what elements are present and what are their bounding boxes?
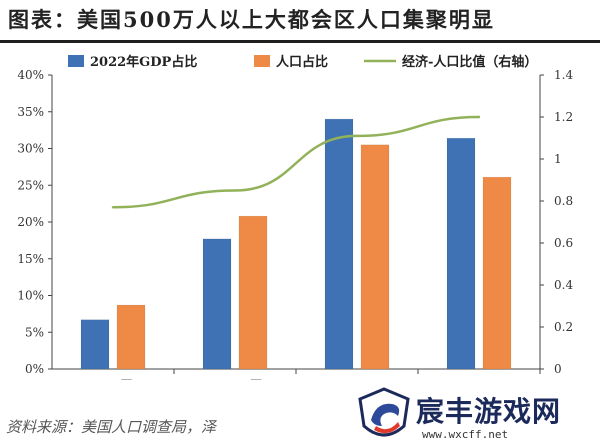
left-tick-label: 40%	[17, 68, 44, 82]
ratio-point-2	[355, 134, 359, 138]
ratio-point-3	[477, 115, 481, 119]
dragon-shield-icon	[358, 387, 410, 437]
pop-bar-0	[116, 304, 146, 370]
left-tick-label: 25%	[17, 178, 44, 192]
chart-canvas: 2022年GDP占比 人口占比 经济-人口比值（右轴） 0% 5% 10% 15% 20…	[17, 54, 573, 380]
right-tick-label: 1.2	[554, 110, 573, 124]
legend: 2022年GDP占比 人口占比 经济-人口比值（右轴）	[68, 54, 537, 70]
gdp-bar-1	[202, 238, 232, 370]
left-tick-label: 15%	[17, 252, 44, 266]
watermark: 宸丰游戏网 www.wxcff.net	[352, 384, 600, 448]
right-tick-label: 1	[554, 152, 562, 166]
ratio-line	[112, 115, 480, 209]
legend-swatch-gdp	[68, 55, 84, 67]
ratio-point-0	[111, 206, 115, 209]
left-tick-label: 30%	[17, 142, 44, 156]
watermark-url: www.wxcff.net	[422, 428, 509, 441]
chart-title: 图表：美国500万人以上大都会区人口集聚明显	[8, 7, 495, 32]
legend-label-ratio: 经济-人口比值（右轴）	[402, 54, 537, 70]
x-tick-label: 25-100万	[208, 378, 262, 380]
left-tick-label: 10%	[17, 289, 44, 303]
x-tick-label: 1	[353, 378, 361, 380]
pop-bar-3	[482, 176, 512, 370]
left-tick-label: 20%	[17, 215, 44, 229]
left-tick-label: 35%	[17, 105, 44, 119]
title-divider	[0, 40, 600, 43]
right-tick-label: 0.8	[554, 194, 573, 208]
right-tick-label: 1.4	[554, 68, 573, 82]
x-tick-label: 5-25万	[94, 378, 133, 380]
left-tick-label: 0%	[25, 362, 44, 376]
pop-bar-2	[360, 144, 390, 370]
watermark-text: 宸丰游戏网	[416, 395, 562, 428]
right-tick-label: 0.6	[554, 236, 573, 250]
pop-bar-1	[238, 215, 268, 370]
legend-label-gdp: 2022年GDP占比	[90, 54, 197, 70]
gdp-bar-0	[80, 319, 110, 370]
source-note: 资料来源：美国人口调查局，泽	[6, 418, 217, 436]
gdp-bar-2	[324, 118, 354, 370]
legend-swatch-pop	[254, 55, 270, 67]
legend-label-pop: 人口占比	[276, 54, 328, 70]
right-tick-label: 0.4	[554, 278, 573, 292]
left-tick-label: 5%	[25, 325, 44, 339]
ratio-point-1	[233, 189, 237, 192]
right-tick-label: 0	[554, 362, 562, 376]
right-tick-label: 0.2	[554, 320, 573, 334]
gdp-bar-3	[446, 137, 476, 370]
